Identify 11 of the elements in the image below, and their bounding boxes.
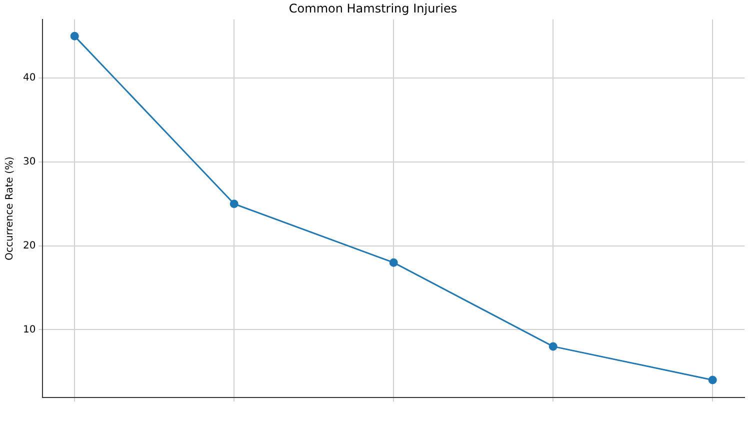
y-tick-label: 30 [22,156,36,168]
y-tick-label: 20 [22,240,36,252]
chart-title: Common Hamstring Injuries [288,1,458,16]
point [708,376,717,384]
point [230,200,238,208]
point [548,342,558,351]
point [70,32,79,40]
y-axis-title: Occurrence Rate (%) [4,156,16,260]
y-tick-label: 10 [22,324,36,336]
point [389,258,398,267]
y-tick-label: 40 [22,72,36,84]
